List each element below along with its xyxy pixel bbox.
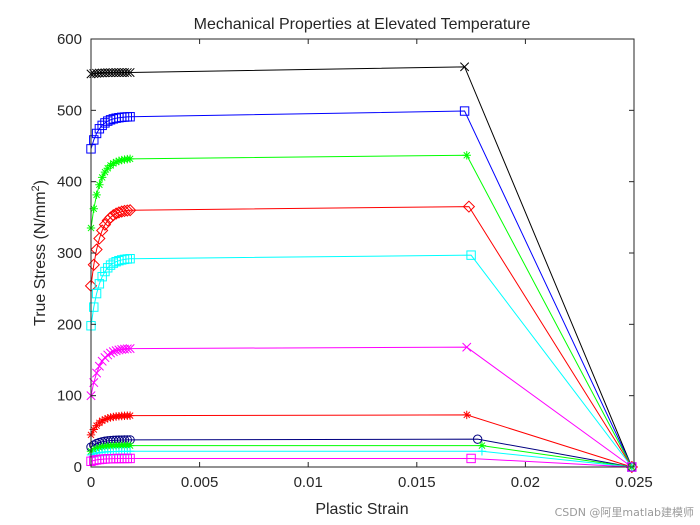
data-point — [109, 159, 118, 168]
y-tick-label: 0 — [74, 459, 82, 476]
data-point — [104, 211, 117, 224]
data-point — [125, 112, 135, 122]
series-layer — [84, 62, 638, 474]
series-7 — [86, 410, 637, 472]
x-tick-label: 0.01 — [294, 474, 323, 491]
y-tick-label: 200 — [57, 316, 82, 333]
data-point — [117, 155, 126, 165]
data-point — [98, 218, 112, 231]
data-point — [100, 167, 110, 177]
data-point — [94, 124, 105, 134]
y-axis-title-tail: ) — [32, 180, 49, 185]
data-point — [125, 67, 135, 78]
data-point — [93, 232, 106, 245]
data-point — [97, 416, 107, 426]
plot-area — [91, 39, 634, 467]
y-axis-title: True Stress (N/mm2) — [30, 180, 49, 326]
series-6 — [86, 342, 637, 472]
x-tick-label: 0.005 — [181, 474, 219, 491]
data-point — [125, 344, 135, 354]
data-point — [125, 441, 135, 450]
data-point — [125, 453, 135, 464]
data-point — [114, 156, 124, 166]
data-point — [118, 204, 131, 218]
data-point — [466, 250, 476, 260]
data-point — [89, 135, 99, 145]
chart-title: Mechanical Properties at Elevated Temper… — [194, 16, 531, 33]
data-point — [103, 350, 113, 360]
data-point — [90, 243, 103, 256]
data-point — [121, 204, 134, 217]
data-point — [462, 200, 476, 213]
data-point — [97, 271, 107, 282]
y-tick-label: 100 — [57, 388, 82, 405]
watermark: CSDN @阿里matlab建模师 — [555, 505, 694, 519]
data-point — [94, 279, 105, 289]
data-point — [106, 413, 115, 422]
y-tick-label: 400 — [57, 174, 82, 191]
data-point — [462, 342, 472, 352]
series-10 — [86, 447, 637, 472]
data-point — [122, 344, 132, 354]
data-point — [462, 410, 471, 420]
data-point — [106, 161, 115, 170]
series-4 — [84, 200, 638, 474]
series-2 — [86, 106, 637, 472]
data-point — [477, 447, 487, 456]
tick-layer: 0 0.005 0.01 0.015 0.02 0.025 0 100 200 300 400 500… — [57, 31, 653, 491]
x-axis-title: Plastic Strain — [315, 501, 408, 518]
data-point — [95, 418, 104, 428]
data-point — [95, 443, 104, 452]
data-point — [460, 62, 470, 72]
data-point — [105, 348, 116, 358]
data-point — [100, 415, 110, 424]
data-point — [459, 106, 470, 116]
data-point — [477, 441, 487, 450]
data-point — [462, 151, 471, 160]
data-point — [111, 346, 121, 356]
y-tick-label: 500 — [57, 102, 82, 119]
data-point — [122, 67, 132, 78]
data-point — [472, 434, 483, 444]
data-point — [111, 157, 121, 167]
data-point — [108, 347, 118, 357]
y-tick-label: 600 — [57, 31, 82, 48]
data-point — [123, 204, 137, 217]
data-point — [107, 209, 120, 222]
data-point — [95, 180, 104, 189]
data-point — [91, 288, 102, 299]
data-point — [87, 258, 100, 271]
y-tick-label: 300 — [57, 245, 82, 262]
data-point — [97, 173, 107, 182]
data-point — [103, 414, 112, 423]
x-tick-label: 0.025 — [615, 474, 653, 491]
data-point — [89, 425, 98, 434]
data-point — [114, 345, 124, 355]
data-point — [125, 154, 135, 164]
data-point — [89, 204, 98, 213]
data-point — [125, 254, 135, 264]
data-point — [89, 302, 99, 312]
x-tick-label: 0.015 — [398, 474, 436, 491]
x-tick-label: 0 — [87, 474, 95, 491]
y-axis-title-main: True Stress (N/mm — [32, 191, 49, 326]
x-tick-label: 0.02 — [511, 474, 540, 491]
series-1 — [86, 62, 637, 472]
data-point — [92, 190, 101, 200]
data-point — [125, 411, 135, 420]
y-axis-title-sup: 2 — [30, 185, 42, 191]
series-9 — [86, 441, 637, 472]
data-point — [466, 453, 476, 464]
data-point — [92, 444, 101, 453]
data-point — [94, 361, 104, 371]
data-point — [92, 368, 102, 378]
